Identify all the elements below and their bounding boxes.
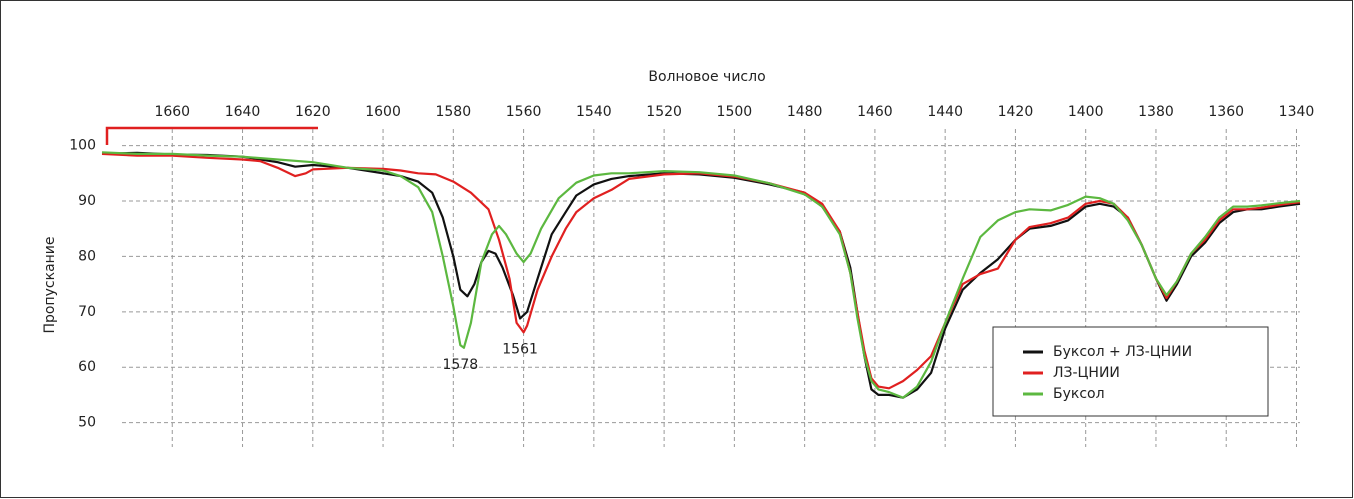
x-tick-label: 1620 [295,104,331,120]
x-axis-label: Волновое число [648,69,765,85]
x-tick-label: 1380 [1138,104,1174,120]
x-tick-label: 1640 [225,104,261,120]
annotation: 1578 [443,357,479,373]
series-line [101,151,1301,399]
legend-label: Буксол [1053,386,1105,402]
y-tick-label: 50 [78,415,96,431]
y-tick-label: 80 [78,248,96,264]
y-tick-label: 90 [78,193,96,209]
y-axis-label: Пропускание [42,236,58,333]
x-tick-label: 1540 [576,104,612,120]
x-tick-label: 1480 [787,104,823,120]
x-tick-label: 1520 [646,104,682,120]
x-tick-label: 1360 [1208,104,1244,120]
legend-label: Буксол + ЛЗ-ЦНИИ [1053,344,1192,360]
x-tick-label: 1600 [365,104,401,120]
x-tick-label: 1660 [154,104,190,120]
x-tick-label: 1340 [1279,104,1315,120]
x-tick-label: 1420 [998,104,1034,120]
y-tick-label: 70 [78,304,96,320]
legend-label: ЛЗ-ЦНИИ [1053,365,1120,381]
x-tick-label: 1460 [857,104,893,120]
x-tick-label: 1560 [506,104,542,120]
x-tick-label: 1500 [717,104,753,120]
y-tick-label: 60 [78,359,96,375]
x-tick-label: 1440 [927,104,963,120]
x-tick-label: 1400 [1068,104,1104,120]
bracket [105,126,318,145]
annotation: 1561 [502,341,538,357]
y-tick-label: 100 [69,138,96,154]
x-tick-label: 1580 [435,104,471,120]
